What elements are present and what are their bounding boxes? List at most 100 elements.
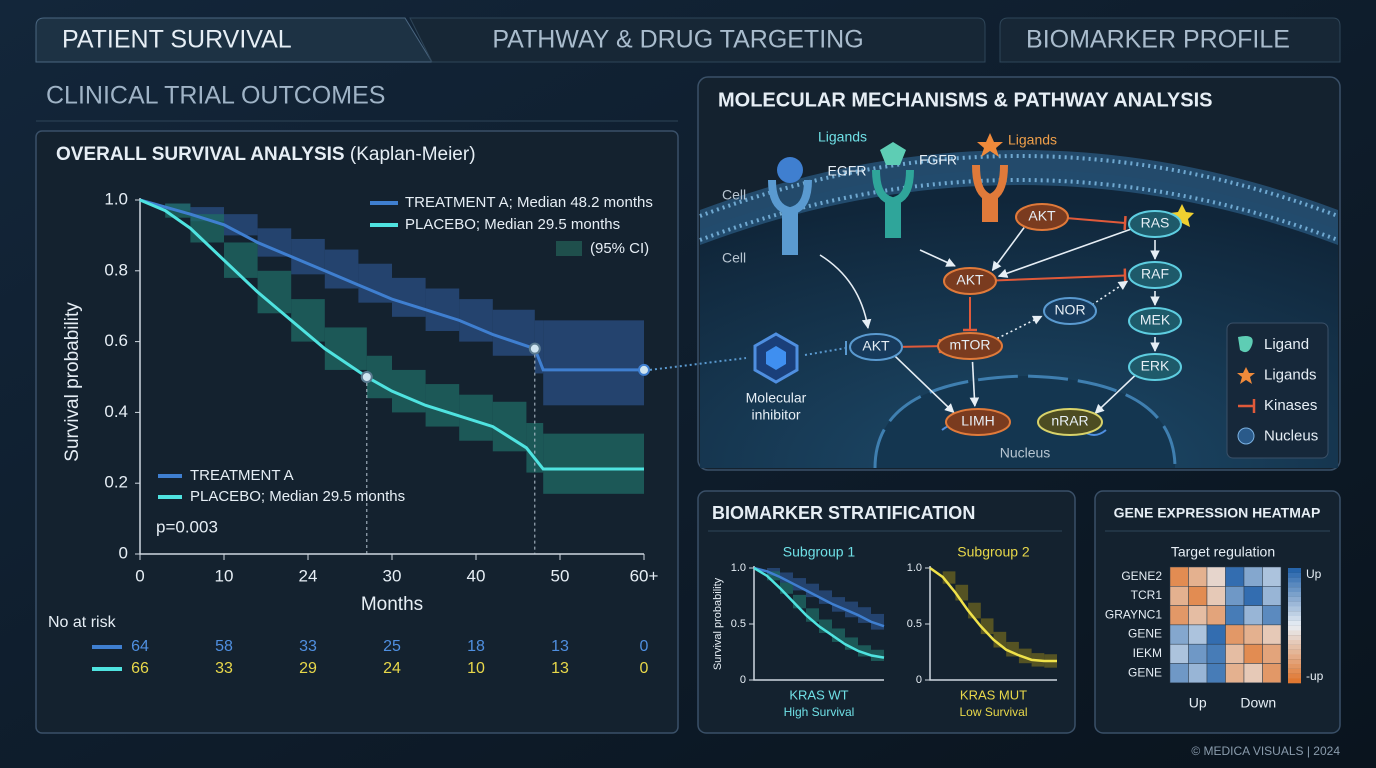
heatmap-cell	[1188, 605, 1208, 626]
heatmap-cell	[1206, 663, 1226, 684]
activation-edge	[1091, 280, 1129, 306]
heatmap-cell	[1262, 624, 1282, 645]
heatmap-cell	[1188, 624, 1208, 645]
activation-edge	[969, 361, 980, 408]
pathway-node	[1015, 203, 1069, 231]
y-axis-label: Survival probability	[712, 577, 724, 670]
ci-swatch	[556, 241, 582, 256]
pathway-label: Ligands	[1008, 132, 1057, 148]
heatmap-cell	[1262, 605, 1282, 626]
ci-band	[543, 320, 644, 406]
node-label: AKT	[862, 338, 890, 354]
ci-band	[425, 288, 460, 331]
heatmap-cell	[1206, 566, 1226, 587]
ci-label: (95% CI)	[590, 240, 649, 257]
risk-count: 0	[640, 660, 649, 677]
row-label: GENE	[1128, 665, 1162, 679]
legend-label: Ligand	[1264, 336, 1309, 353]
x-tick-label: 0	[135, 566, 144, 585]
inhibition-edge	[804, 347, 847, 356]
tab-label[interactable]: BIOMARKER PROFILE	[1026, 26, 1290, 54]
heatmap-cell	[1225, 663, 1245, 684]
activation-edge	[1094, 375, 1136, 414]
ci-band	[392, 277, 426, 317]
tab-active[interactable]	[35, 17, 433, 63]
colorbar-step	[1288, 611, 1301, 617]
risk-title: No at risk	[48, 614, 117, 631]
chart-title: OVERALL SURVIVAL ANALYSIS (Kaplan-Meier)	[56, 144, 476, 165]
pathway-node	[943, 267, 997, 295]
survival-line	[929, 566, 1057, 663]
pathway-node	[945, 408, 1011, 436]
colorbar-step	[1288, 644, 1301, 650]
membrane-heads	[699, 178, 1339, 242]
tab-label[interactable]: PATIENT SURVIVAL	[62, 26, 292, 54]
node-label: ERK	[1141, 358, 1170, 374]
heatmap-cell	[1206, 586, 1226, 606]
y-tick-label: 0.5	[731, 618, 746, 630]
receptor-ligand	[972, 133, 1008, 222]
ci-band	[526, 423, 544, 473]
x-axis-label: KRAS WT	[789, 687, 848, 702]
risk-count: 13	[551, 660, 569, 677]
activation-edge	[919, 249, 956, 267]
inhibition-edge	[993, 274, 1126, 282]
colorbar-step	[1288, 582, 1301, 588]
ci-band	[224, 242, 258, 278]
heatmap-cell	[1169, 566, 1189, 587]
legend-label: Ligands	[1264, 366, 1317, 383]
heatmap-cell	[1225, 586, 1245, 606]
activation-edge	[992, 315, 1043, 342]
pathway-legend	[1226, 322, 1329, 459]
colorbar-label: Up	[1306, 567, 1322, 581]
heatmap-cell	[1225, 605, 1245, 626]
ci-band	[780, 582, 793, 594]
y-tick-label: 0.5	[907, 618, 922, 630]
connector	[649, 357, 747, 371]
colorbar-step	[1288, 577, 1301, 583]
colorbar-step	[1288, 592, 1301, 597]
section-title: CLINICAL TRIAL OUTCOMES	[46, 82, 385, 110]
risk-count: 10	[467, 660, 485, 677]
row-label: GENE	[1128, 627, 1162, 641]
heatmap-cell	[1188, 566, 1208, 587]
ci-band	[806, 583, 819, 598]
survival-panel	[35, 130, 679, 734]
heatmap-cell	[1243, 605, 1263, 626]
ci-band	[543, 433, 644, 494]
colorbar-step	[1288, 616, 1301, 621]
pathway-node	[1128, 210, 1182, 238]
colorbar-step	[1288, 654, 1301, 660]
pathway-node	[1037, 408, 1103, 436]
colorbar-step	[1288, 625, 1301, 631]
y-tick-label: 0	[740, 674, 746, 686]
panel-title: MOLECULAR MECHANISMS & PATHWAY ANALYSIS	[718, 89, 1212, 111]
x-axis-label: KRAS MUT	[960, 687, 1027, 702]
pathway-node	[937, 332, 1003, 360]
risk-count: 64	[131, 638, 149, 655]
heatmap-cell	[1206, 643, 1226, 664]
colorbar-step	[1288, 606, 1301, 612]
inhibitor-icon	[766, 346, 786, 370]
ci-band	[780, 572, 793, 583]
legend-label: Nucleus	[1264, 427, 1318, 444]
pathway-node	[1128, 261, 1182, 289]
axis	[753, 566, 884, 681]
chart-title: OVERALL SURVIVAL ANALYSIS	[56, 144, 345, 165]
pathway-node	[1128, 353, 1182, 381]
x-tick-label: 30	[383, 566, 402, 585]
tab-label[interactable]: PATHWAY & DRUG TARGETING	[492, 26, 863, 54]
x-tick-label: 50	[551, 566, 570, 585]
risk-count: 18	[467, 638, 485, 655]
pathway-node	[1043, 297, 1097, 325]
heatmap-cell	[1169, 643, 1189, 664]
colorbar-step	[1288, 635, 1301, 641]
tab[interactable]	[999, 17, 1341, 63]
pathway-node	[849, 333, 903, 361]
x-axis-note: High Survival	[784, 705, 855, 719]
ci-band	[767, 571, 780, 581]
risk-count: 29	[299, 660, 317, 677]
pathway-label: Cell	[722, 187, 746, 203]
heatmap-cell	[1225, 566, 1245, 587]
tab[interactable]	[409, 17, 986, 63]
